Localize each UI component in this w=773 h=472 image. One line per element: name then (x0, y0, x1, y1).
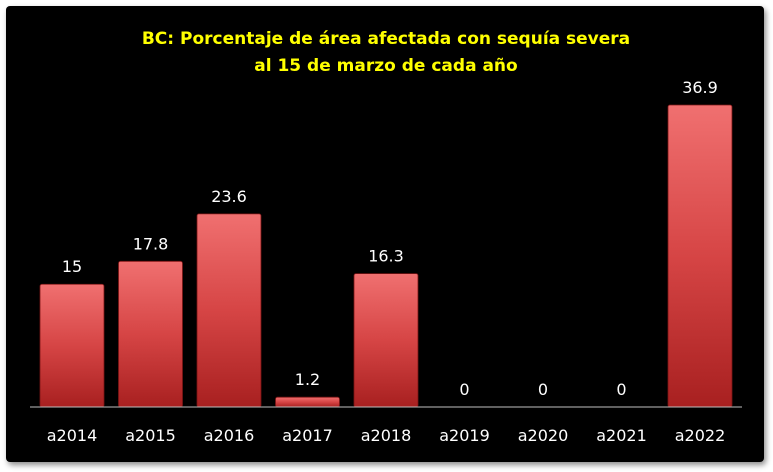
category-label-a2021: a2021 (596, 426, 647, 445)
value-labels-group: 15 17.8 23.6 1.2 16.3 0 0 0 36.9 (62, 78, 718, 399)
value-label-a2020: 0 (538, 380, 548, 399)
value-label-a2015: 17.8 (133, 234, 169, 253)
chart-title-line-1: BC: Porcentaje de área afectada con sequ… (142, 29, 630, 49)
bar-a2017 (275, 396, 340, 408)
category-label-a2019: a2019 (439, 426, 490, 445)
bar-a2014 (39, 283, 105, 408)
value-label-a2021: 0 (616, 380, 626, 399)
value-label-a2018: 16.3 (368, 247, 404, 266)
bar-a2015 (118, 260, 183, 408)
bars-group (39, 104, 733, 408)
category-label-a2018: a2018 (361, 426, 412, 445)
chart-title-line-2: al 15 de marzo de cada año (254, 56, 517, 76)
category-labels-group: a2014 a2015 a2016 a2017 a2018 a2019 a2020 a2021… (47, 426, 726, 445)
bar-a2016 (196, 213, 262, 408)
category-label-a2022: a2022 (675, 426, 726, 445)
value-label-a2019: 0 (459, 380, 469, 399)
category-label-a2016: a2016 (204, 426, 255, 445)
category-label-a2017: a2017 (282, 426, 333, 445)
value-label-a2014: 15 (62, 257, 82, 276)
value-label-a2017: 1.2 (295, 370, 320, 389)
value-label-a2022: 36.9 (682, 78, 718, 97)
bar-a2018 (353, 273, 419, 408)
bar-a2022 (667, 104, 733, 408)
value-label-a2016: 23.6 (211, 187, 247, 206)
category-label-a2015: a2015 (125, 426, 176, 445)
category-label-a2014: a2014 (47, 426, 98, 445)
category-label-a2020: a2020 (518, 426, 569, 445)
